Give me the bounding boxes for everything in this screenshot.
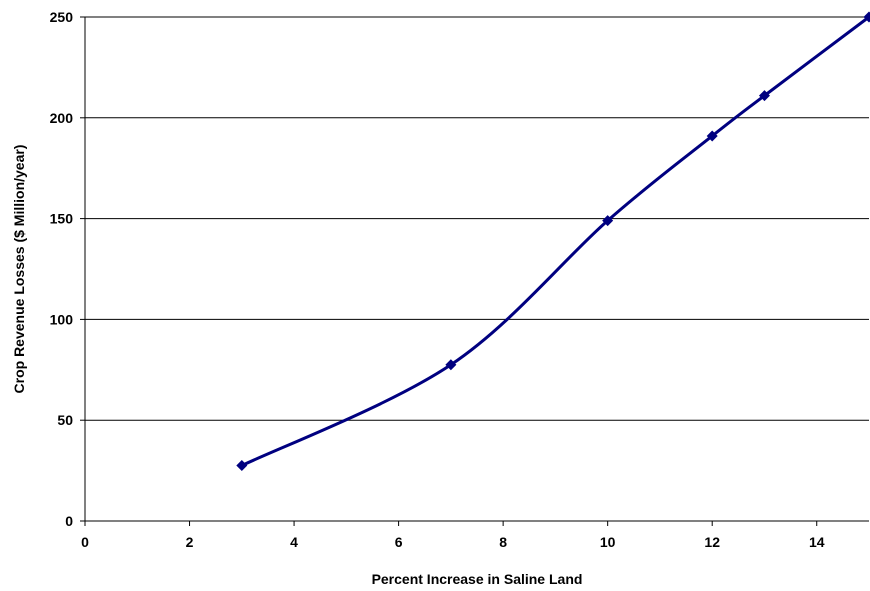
y-tick-label: 0: [65, 513, 73, 529]
x-tick-label: 6: [395, 534, 403, 550]
x-tick-label: 12: [704, 534, 720, 550]
x-axis-ticks: 0 2 4 6 8 10 12 14: [81, 521, 825, 550]
x-tick-label: 0: [81, 534, 89, 550]
series-group: [236, 11, 870, 472]
data-point-marker: [706, 130, 718, 142]
data-point-marker: [602, 215, 614, 227]
data-point-marker: [758, 90, 770, 102]
y-axis-ticks: 0 50 100 150 200 250: [50, 9, 85, 529]
x-tick-label: 2: [186, 534, 194, 550]
x-tick-label: 14: [809, 534, 825, 550]
data-point-marker: [863, 11, 870, 23]
gridlines: [85, 16, 869, 421]
series-line: [241, 15, 870, 467]
data-point-marker: [445, 359, 457, 371]
x-tick-label: 4: [290, 534, 298, 550]
data-point-marker: [236, 460, 248, 472]
x-tick-label: 8: [499, 534, 507, 550]
y-tick-label: 250: [50, 9, 74, 25]
x-axis-title: Percent Increase in Saline Land: [372, 571, 583, 587]
y-tick-label: 100: [50, 311, 74, 327]
x-tick-label: 10: [600, 534, 616, 550]
y-tick-label: 50: [57, 412, 73, 428]
y-axis-title: Crop Revenue Losses ($ Million/year): [11, 145, 27, 394]
y-tick-label: 150: [50, 211, 74, 227]
y-tick-label: 200: [50, 110, 74, 126]
